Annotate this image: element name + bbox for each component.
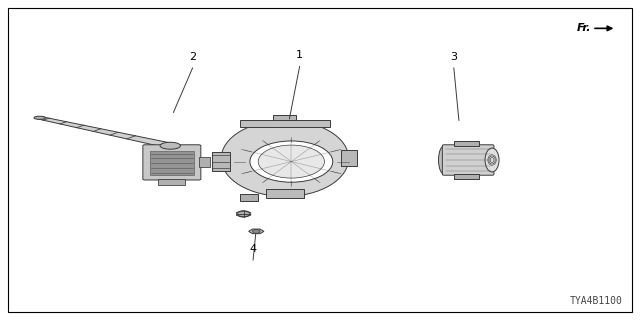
Bar	[241, 120, 330, 127]
Polygon shape	[37, 117, 175, 148]
Ellipse shape	[485, 148, 499, 172]
Bar	[158, 179, 186, 185]
Ellipse shape	[160, 142, 180, 149]
Bar	[241, 194, 258, 201]
Text: 4: 4	[250, 244, 257, 253]
Circle shape	[250, 141, 333, 182]
Bar	[273, 115, 296, 120]
Bar	[341, 150, 357, 166]
Text: 2: 2	[189, 52, 196, 62]
Ellipse shape	[438, 146, 450, 174]
Text: 1: 1	[296, 50, 303, 60]
Circle shape	[252, 229, 260, 233]
Polygon shape	[248, 229, 264, 234]
FancyBboxPatch shape	[442, 145, 494, 175]
Circle shape	[237, 211, 250, 217]
Text: 3: 3	[451, 52, 458, 62]
Text: TYA4B1100: TYA4B1100	[570, 296, 623, 306]
Bar	[454, 174, 479, 179]
Bar	[454, 141, 479, 146]
Bar	[199, 157, 211, 167]
Circle shape	[258, 145, 324, 178]
Ellipse shape	[34, 116, 45, 119]
Ellipse shape	[221, 120, 349, 196]
Bar	[212, 152, 230, 171]
Text: Fr.: Fr.	[576, 23, 591, 33]
FancyBboxPatch shape	[143, 145, 201, 180]
Bar	[150, 151, 194, 175]
Bar	[266, 188, 304, 198]
